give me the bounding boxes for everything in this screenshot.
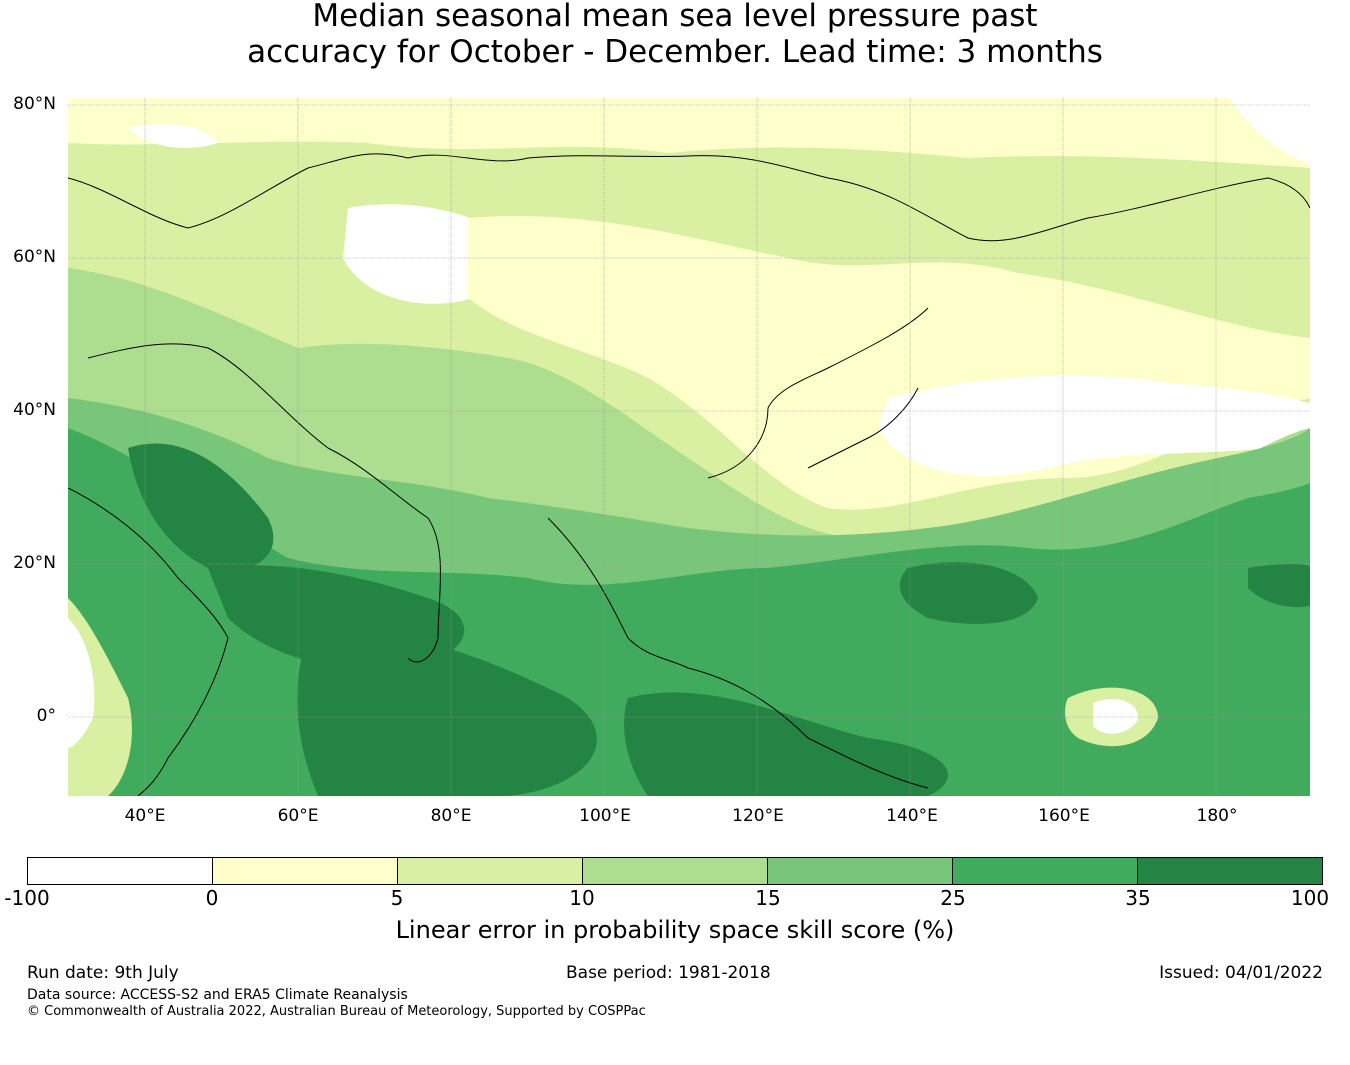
skill-score-map (68, 98, 1310, 796)
colorbar-tick: 100 (1290, 886, 1330, 910)
lon-label-140e: 140°E (886, 806, 938, 826)
chart-title-line-2: accuracy for October - December. Lead ti… (247, 34, 1103, 70)
colorbar-segment (398, 858, 583, 884)
region-scandinavia-no-skill (128, 123, 218, 148)
colorbar-segment (768, 858, 953, 884)
copyright: © Commonwealth of Australia 2022, Austra… (27, 1004, 646, 1019)
colorbar-segment (953, 858, 1138, 884)
region-arctic-no-skill (1228, 98, 1310, 163)
chart-title-line-1: Median seasonal mean sea level pressure … (312, 0, 1038, 34)
patch-east-africa-no-skill (68, 618, 95, 748)
data-source: Data source: ACCESS-S2 and ERA5 Climate … (27, 987, 408, 1003)
colorbar-label: Linear error in probability space skill … (395, 916, 955, 944)
region-north-pacific-no-skill (878, 375, 1310, 476)
colorbar-tick: 25 (940, 886, 966, 910)
patch-indonesia-very-high-skill (624, 692, 948, 796)
colorbar-tick: 5 (390, 886, 404, 910)
base-period: Base period: 1981-2018 (566, 963, 771, 983)
issued-date: Issued: 04/01/2022 (1159, 963, 1323, 983)
colorbar-segment (213, 858, 398, 884)
lon-label-160e: 160°E (1038, 806, 1090, 826)
colorbar (27, 857, 1323, 885)
lat-label-80n: 80°N (13, 94, 56, 114)
run-date: Run date: 9th July (27, 963, 179, 983)
colorbar-tick: 15 (755, 886, 781, 910)
colorbar-segment (583, 858, 768, 884)
patch-arabia-very-high-skill (128, 443, 274, 571)
lat-label-0: 0° (36, 706, 56, 726)
colorbar-tick: 35 (1125, 886, 1151, 910)
lat-label-60n: 60°N (13, 247, 56, 267)
colorbar-segment (28, 858, 213, 884)
patch-indian-ocean-very-high-skill (297, 632, 597, 796)
lat-label-40n: 40°N (13, 400, 56, 420)
graticule (68, 98, 1310, 796)
colorbar-segment (1138, 858, 1322, 884)
patch-equatorial-pacific-no-skill (1093, 699, 1139, 734)
lon-label-80e: 80°E (430, 806, 472, 826)
lon-label-100e: 100°E (579, 806, 631, 826)
lon-label-40e: 40°E (124, 806, 166, 826)
lon-label-60e: 60°E (277, 806, 319, 826)
colorbar-tick: -100 (4, 886, 50, 910)
lon-label-180: 180° (1196, 806, 1238, 826)
region-arctic-low-skill (68, 98, 1310, 168)
patch-central-pacific-very-high-skill (1248, 563, 1310, 608)
coastlines (68, 153, 1310, 796)
lon-label-120e: 120°E (732, 806, 784, 826)
patch-west-pacific-very-high-skill (899, 562, 1038, 624)
colorbar-tick: 0 (205, 886, 219, 910)
lat-label-20n: 20°N (13, 553, 56, 573)
colorbar-tick: 10 (569, 886, 595, 910)
